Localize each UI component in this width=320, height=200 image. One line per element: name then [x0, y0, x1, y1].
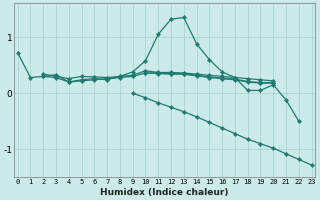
X-axis label: Humidex (Indice chaleur): Humidex (Indice chaleur) [100, 188, 229, 197]
